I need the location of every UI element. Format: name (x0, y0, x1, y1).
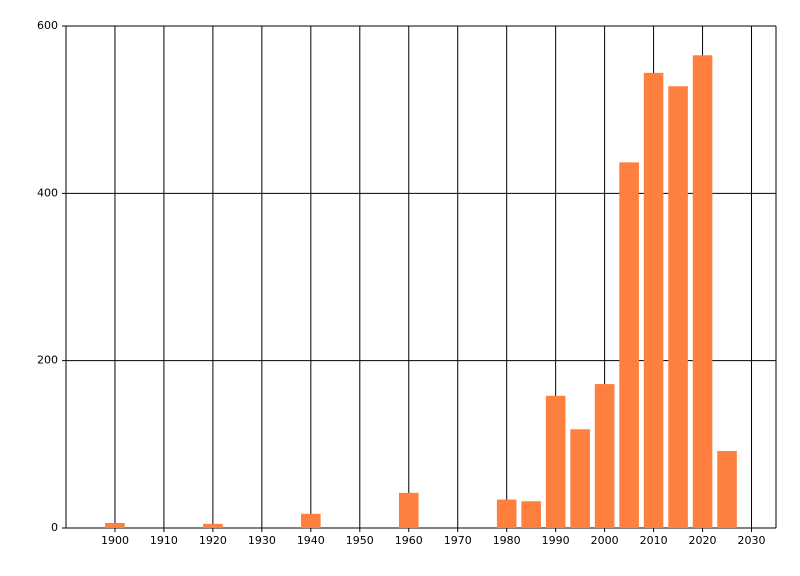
x-tick-label: 1960 (395, 534, 423, 547)
x-tick-label: 2000 (591, 534, 619, 547)
x-tick-label: 2020 (689, 534, 717, 547)
bar (521, 501, 541, 528)
bar (717, 451, 737, 528)
bar (203, 523, 223, 528)
x-tick-label: 2030 (738, 534, 766, 547)
bar (105, 522, 125, 528)
bar (545, 395, 566, 528)
x-tick-label: 1930 (248, 534, 276, 547)
y-tick-label: 0 (51, 521, 58, 534)
bar (301, 513, 321, 528)
x-tick-label: 1910 (150, 534, 178, 547)
bar (594, 384, 615, 528)
bar (570, 429, 590, 528)
x-tick-label: 1970 (444, 534, 472, 547)
bar (398, 492, 419, 528)
bar (643, 72, 664, 528)
x-tick-label: 2010 (640, 534, 668, 547)
x-tick-label: 1940 (297, 534, 325, 547)
y-tick-label: 200 (37, 354, 58, 367)
bar (668, 86, 688, 529)
x-tick-label: 1900 (101, 534, 129, 547)
y-tick-label: 400 (37, 186, 58, 199)
y-tick-label: 600 (37, 19, 58, 32)
x-tick-label: 1990 (542, 534, 570, 547)
x-tick-label: 1950 (346, 534, 374, 547)
bar (619, 162, 639, 529)
x-tick-label: 1980 (493, 534, 521, 547)
bar (496, 499, 517, 528)
x-tick-label: 1920 (199, 534, 227, 547)
bar (692, 55, 713, 529)
